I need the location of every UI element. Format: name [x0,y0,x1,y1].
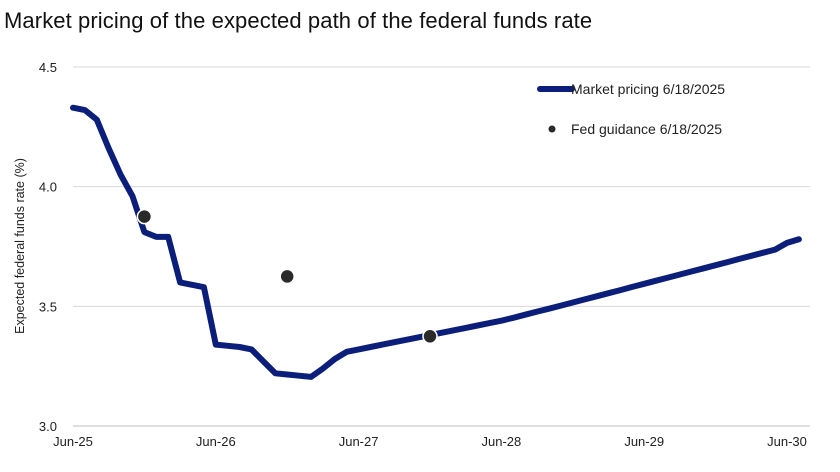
y-axis-label: Expected federal funds rate (%) [13,158,27,334]
fed-guidance-dot [422,328,438,345]
y-tick-label: 3.5 [39,299,57,314]
fed-guidance-dot [279,268,295,285]
fed-guidance-dot [136,208,153,225]
gridlines [73,66,810,427]
x-tick-label: Jun-28 [482,434,522,449]
x-axis-ticks: Jun-25 Jun-26 Jun-27 Jun-28 Jun-29 Jun-30 [53,434,807,449]
y-tick-label: 3.0 [39,419,57,434]
y-axis-ticks: 3.0 3.5 4.0 4.5 [39,60,57,434]
legend: Market pricing 6/18/2025 Fed guidance 6/… [537,81,725,137]
x-tick-label: Jun-27 [339,434,379,449]
y-tick-label: 4.0 [39,180,57,195]
legend-label-fed-guidance: Fed guidance 6/18/2025 [571,121,722,137]
x-tick-label: Jun-30 [767,434,807,449]
x-tick-label: Jun-29 [624,434,664,449]
chart-title: Market pricing of the expected path of t… [4,8,593,33]
x-tick-label: Jun-26 [196,434,236,449]
x-tick-label: Jun-25 [53,434,93,449]
legend-dot-swatch [548,125,556,133]
legend-label-market-pricing: Market pricing 6/18/2025 [571,81,725,97]
series-group [70,104,802,380]
y-tick-label: 4.5 [39,60,57,75]
